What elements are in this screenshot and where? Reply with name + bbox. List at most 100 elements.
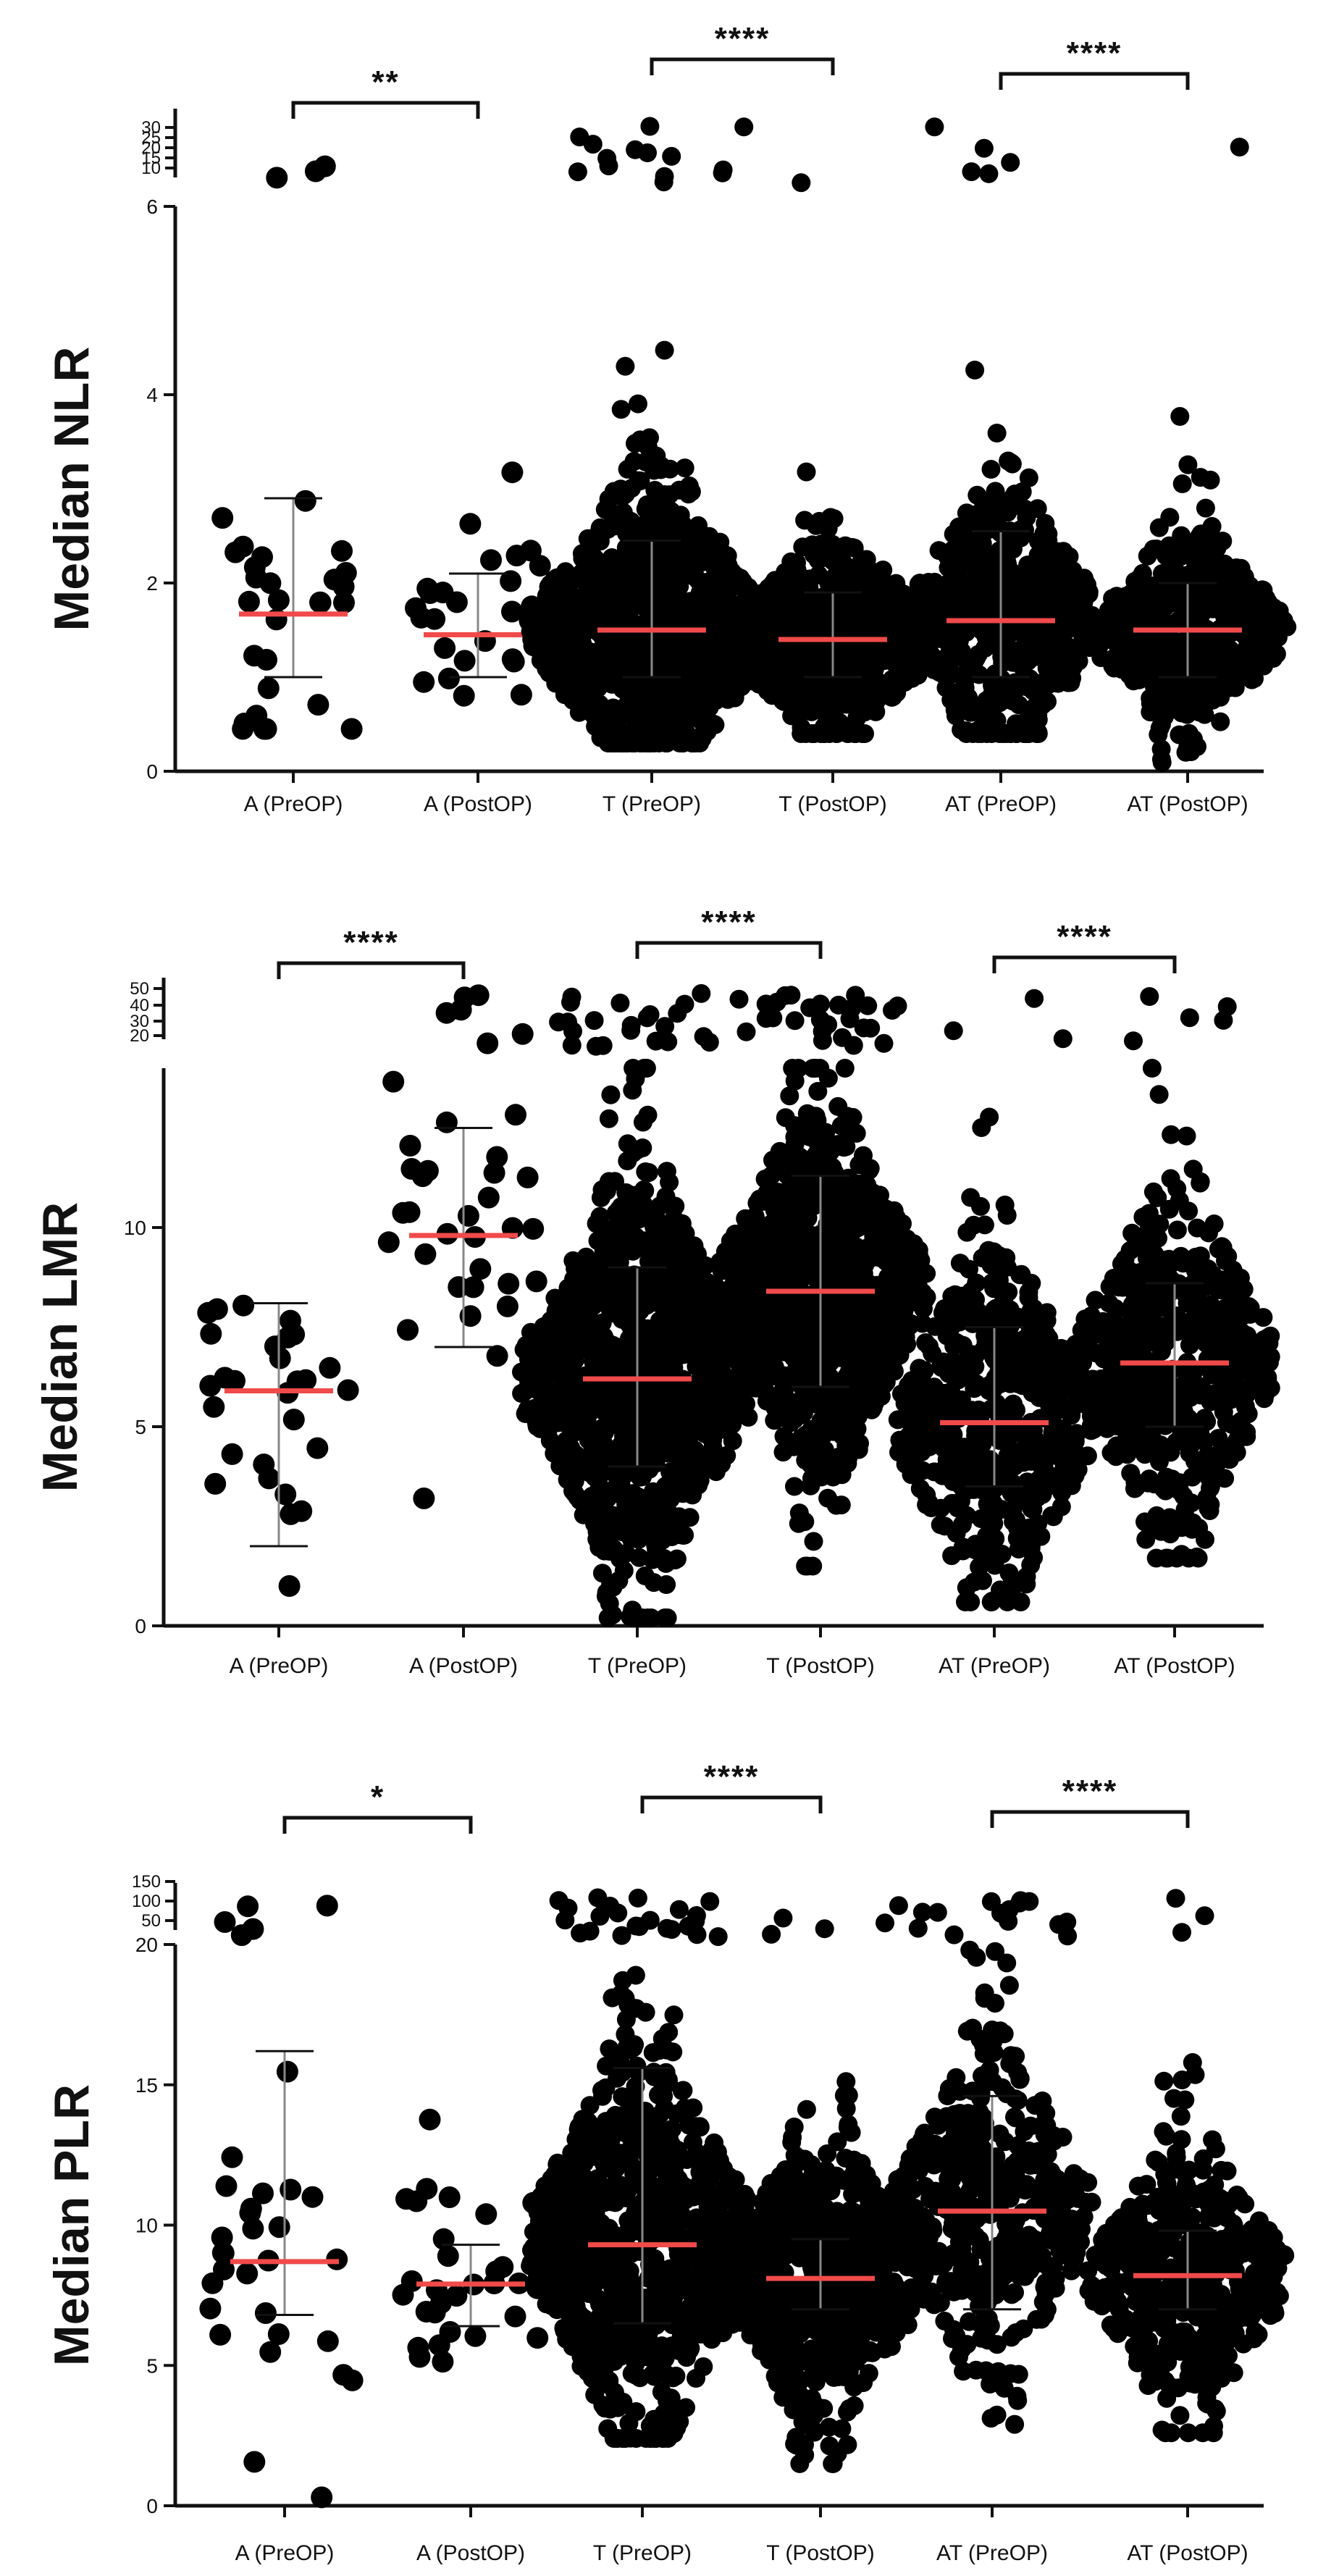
data-point <box>432 582 454 604</box>
data-point <box>641 695 660 715</box>
data-point <box>934 630 954 650</box>
data-point <box>595 1238 614 1258</box>
data-point <box>838 1453 857 1473</box>
data-point <box>555 685 574 705</box>
data-point <box>232 1294 255 1317</box>
data-point <box>930 663 949 682</box>
dots-1 <box>211 155 363 740</box>
y-tick-label: 10 <box>124 1217 146 1239</box>
data-point <box>675 1525 694 1545</box>
data-point <box>1133 563 1152 583</box>
x-tick-label: AT (PreOP) <box>939 1654 1050 1678</box>
data-point <box>669 551 689 571</box>
y-tick-label: 2 <box>146 572 158 595</box>
x-tick-label: AT (PostOP) <box>1114 1654 1235 1678</box>
x-tick-label: AT (PreOP) <box>945 792 1057 816</box>
data-point <box>584 705 603 725</box>
data-point <box>883 1287 903 1306</box>
data-point <box>771 1234 791 1254</box>
data-point <box>981 460 1001 479</box>
data-point <box>644 1573 663 1593</box>
data-point-outlier <box>561 992 580 1012</box>
data-point <box>872 642 891 662</box>
data-point <box>672 734 692 752</box>
data-point-outlier <box>511 1023 534 1045</box>
data-point-outlier <box>583 135 603 154</box>
data-point <box>994 559 1012 579</box>
data-point <box>264 1335 286 1358</box>
data-point <box>891 608 910 628</box>
data-point <box>639 1340 658 1359</box>
data-point <box>865 1232 885 1251</box>
data-point <box>896 1232 915 1251</box>
data-point <box>413 671 435 693</box>
data-point <box>670 576 689 596</box>
data-point <box>294 490 316 512</box>
data-point <box>780 1086 799 1106</box>
data-point <box>1001 453 1020 472</box>
data-point <box>567 608 587 628</box>
data-point <box>399 1135 421 1157</box>
data-point <box>852 577 871 597</box>
data-point <box>902 1249 921 1268</box>
data-point <box>453 684 475 707</box>
data-point-outlier <box>266 167 288 189</box>
data-point <box>807 1395 826 1414</box>
data-point <box>611 479 631 499</box>
data-point <box>306 1437 329 1459</box>
data-point <box>793 1149 813 1169</box>
data-point <box>737 1213 757 1233</box>
data-point <box>572 666 592 685</box>
data-point <box>323 569 345 591</box>
data-point <box>801 1446 820 1466</box>
significance-label: **** <box>1067 35 1122 71</box>
data-point <box>307 694 330 716</box>
data-point-outlier <box>833 1028 852 1047</box>
data-point <box>505 1104 526 1126</box>
data-point <box>961 555 981 574</box>
y-axis-label: Median NLR <box>44 347 99 632</box>
data-point <box>636 452 655 471</box>
data-point <box>638 516 658 535</box>
data-point-outlier <box>792 173 811 193</box>
data-point <box>802 702 821 721</box>
data-point <box>618 1134 637 1154</box>
data-point <box>788 1308 807 1327</box>
data-point <box>1012 656 1031 676</box>
data-point <box>778 615 797 634</box>
data-point <box>1170 407 1190 426</box>
data-point <box>1174 679 1193 698</box>
data-point <box>568 1394 587 1414</box>
data-point-outlier <box>814 1018 833 1037</box>
data-point <box>576 1267 595 1286</box>
data-point-outlier <box>668 1004 687 1023</box>
data-point <box>563 571 583 590</box>
data-point <box>601 1085 621 1104</box>
data-point <box>757 681 777 700</box>
data-point <box>691 668 710 687</box>
data-point <box>587 602 606 621</box>
x-tick-label: T (PreOP) <box>603 792 701 816</box>
data-point <box>1128 654 1147 674</box>
data-point <box>645 481 665 500</box>
y-tick-label: 4 <box>146 384 158 406</box>
data-point <box>967 485 987 505</box>
data-point <box>565 1472 584 1490</box>
data-point <box>608 1279 627 1299</box>
data-point <box>700 1380 720 1399</box>
data-point-outlier <box>874 1033 894 1053</box>
y-break-tick-label: 25 <box>141 128 161 148</box>
data-point <box>457 1204 479 1227</box>
data-point <box>557 1454 576 1474</box>
data-point-outlier <box>974 138 994 158</box>
data-point <box>655 731 673 750</box>
data-point <box>1268 628 1288 647</box>
data-point <box>576 1455 595 1474</box>
data-point <box>204 1472 227 1495</box>
data-point <box>644 557 663 576</box>
data-point <box>498 1272 520 1295</box>
data-point <box>529 555 551 577</box>
data-point <box>621 1607 640 1627</box>
data-point-outlier <box>597 148 617 168</box>
